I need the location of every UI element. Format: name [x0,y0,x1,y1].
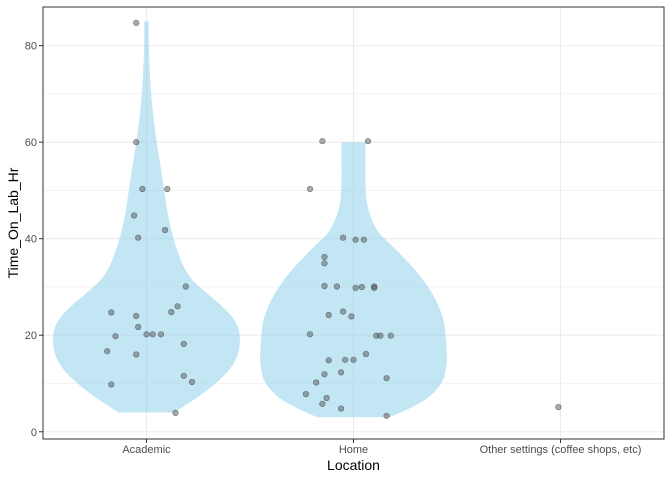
data-point [319,400,326,407]
data-point [157,331,165,338]
data-point [340,308,347,315]
data-point [162,226,169,234]
y-tick-label: 20 [25,330,37,342]
data-point [352,236,359,243]
y-axis-title: Time_On_Lab_Hr [5,167,21,278]
x-tick-label: Other settings (coffee shops, etc) [480,444,642,456]
data-point [352,284,359,292]
data-point [172,409,179,417]
data-point [133,139,140,146]
data-point [340,234,347,241]
data-point [139,185,146,193]
data-point [360,236,368,243]
data-point [383,412,390,419]
data-point [133,351,140,358]
data-point [364,138,372,145]
data-point [108,381,115,388]
y-tick-label: 0 [31,427,37,439]
data-point [319,138,326,145]
y-tick-label: 40 [25,234,37,246]
data-point [188,378,196,386]
violin-academic [53,21,240,413]
data-point [371,284,378,292]
data-point [387,332,394,339]
data-point [180,372,187,379]
data-point [338,369,345,376]
jitter-points-layer [104,19,562,419]
data-point [383,375,390,382]
data-point [168,309,175,316]
data-point [182,283,189,290]
y-axis: 0 20 40 60 80 [25,41,43,439]
data-point [325,357,332,364]
data-point [348,313,355,320]
data-point [325,311,332,319]
data-point [321,371,328,378]
data-point [338,405,345,412]
data-point [362,350,370,358]
data-point [377,332,384,339]
data-point [133,19,140,27]
y-tick-label: 60 [25,137,37,149]
data-point [342,356,349,363]
data-point [174,303,181,310]
data-point [302,391,310,398]
data-point [143,331,150,338]
data-point [108,309,115,316]
data-point [333,283,341,290]
data-point [321,253,328,261]
data-point [135,323,142,331]
data-point [135,234,142,241]
data-point [350,356,357,363]
x-axis-title: Location [327,457,380,473]
data-point [323,394,330,402]
x-tick-label: Home [339,444,368,456]
data-point [313,379,320,386]
x-tick-label: Academic [122,444,171,456]
data-point [112,333,119,340]
data-point [133,312,140,320]
data-point [164,185,171,193]
data-point [306,331,314,338]
data-point [555,404,562,411]
data-point [180,340,187,348]
y-tick-label: 80 [25,41,37,53]
data-point [321,260,328,267]
x-axis: Academic Home Other settings (coffee shops… [122,439,641,456]
data-point [306,185,314,193]
data-point [149,331,156,338]
data-point [104,348,111,355]
data-point [321,282,328,290]
violin-home [260,142,447,418]
data-point [131,212,138,219]
data-point [358,283,365,291]
violin-layer [53,21,447,418]
